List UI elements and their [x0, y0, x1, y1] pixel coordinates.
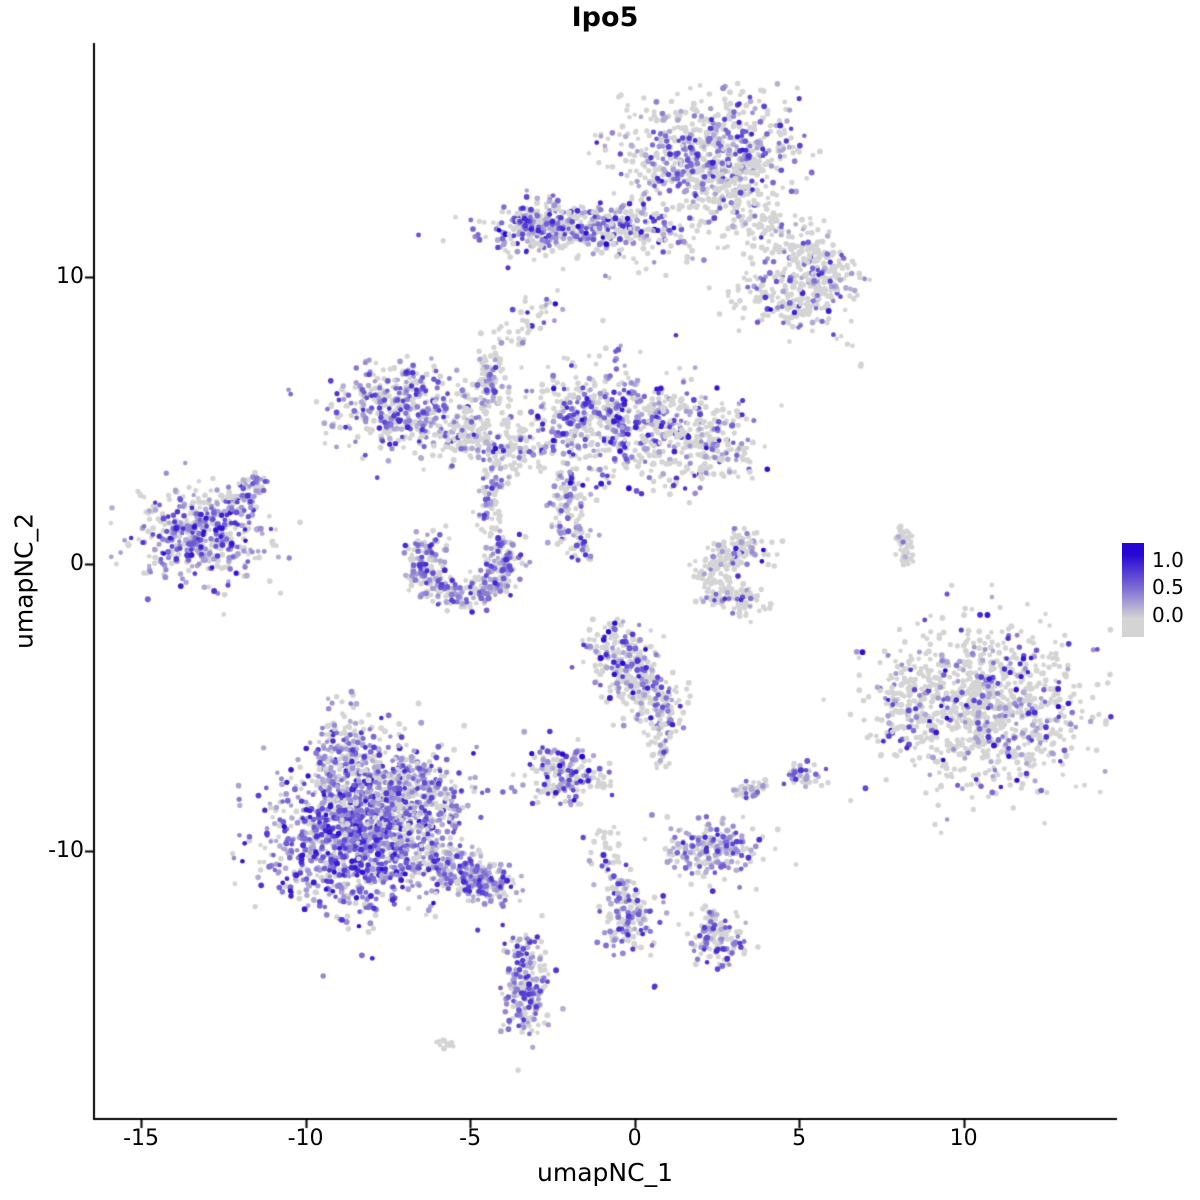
legend-label: 0.5	[1152, 575, 1184, 599]
y-axis-title: umapNC_2	[9, 513, 39, 649]
x-tick-label: 10	[949, 1126, 978, 1151]
plot-title: Ipo5	[571, 2, 639, 33]
y-tick-label: -10	[48, 838, 84, 864]
y-tick-label: 10	[56, 264, 84, 290]
legend-gradient-bar	[1122, 543, 1144, 637]
y-tick-label: 0	[70, 551, 84, 577]
x-tick-label: -15	[123, 1126, 160, 1151]
x-tick-label: -10	[287, 1126, 324, 1151]
legend-label: 0.0	[1152, 603, 1184, 627]
x-tick-label: 0	[627, 1126, 642, 1151]
x-tick-label: 5	[792, 1126, 807, 1151]
legend-label: 1.0	[1152, 548, 1184, 572]
expression-legend: 1.0 0.5 0.0	[1122, 543, 1200, 639]
x-axis-title: umapNC_1	[537, 1158, 673, 1187]
x-tick-label: -5	[459, 1126, 482, 1151]
